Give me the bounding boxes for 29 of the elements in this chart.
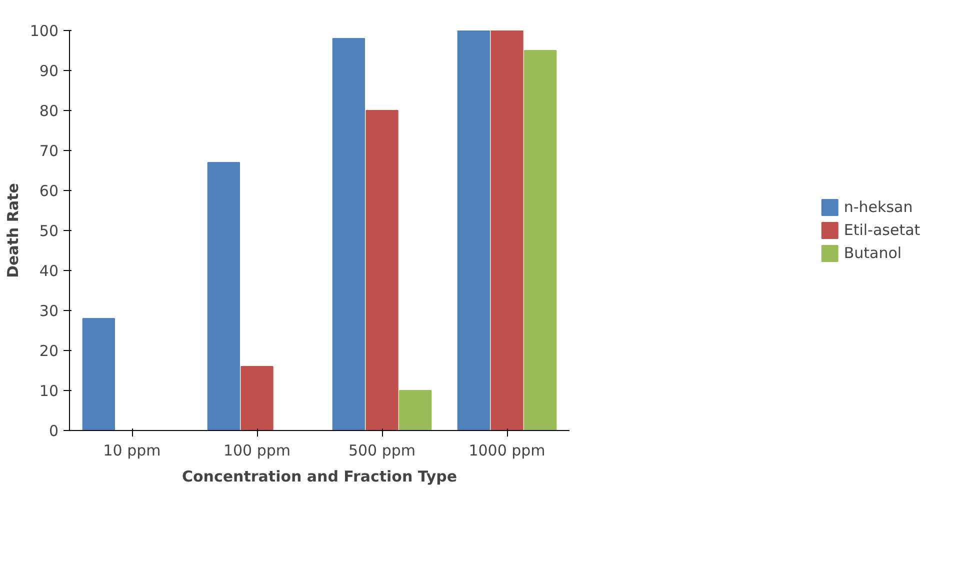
- y-tick-label: 50: [39, 222, 59, 240]
- legend-label: Butanol: [844, 244, 902, 262]
- legend-label: Etil-asetat: [844, 221, 920, 239]
- y-tick-label: 90: [39, 62, 59, 80]
- y-tick-label: 100: [30, 22, 59, 40]
- bar: [457, 30, 490, 430]
- y-tick-label: 20: [39, 342, 59, 360]
- bar: [524, 50, 557, 430]
- bar: [399, 390, 432, 430]
- y-tick-label: 80: [39, 102, 59, 120]
- y-tick-label: 0: [48, 422, 59, 440]
- x-tick-label: 1000 ppm: [468, 442, 546, 460]
- bar: [490, 30, 524, 430]
- y-tick-label: 70: [39, 142, 59, 160]
- bar: [82, 318, 115, 430]
- bar: [366, 110, 398, 430]
- bar: [240, 366, 274, 430]
- y-axis-title: Death Rate: [4, 183, 22, 278]
- y-tick-label: 40: [39, 262, 59, 280]
- x-axis-title: Concentration and Fraction Type: [182, 468, 458, 486]
- x-tick-label: 10 ppm: [103, 442, 161, 460]
- y-tick-label: 30: [39, 302, 59, 320]
- y-tick-label: 10: [39, 382, 59, 400]
- x-tick-label: 100 ppm: [223, 442, 291, 460]
- bar: [332, 38, 365, 430]
- legend-label: n-heksan: [844, 198, 913, 216]
- y-tick-label: 60: [39, 182, 59, 200]
- bar: [207, 162, 240, 430]
- x-tick-label: 500 ppm: [348, 442, 416, 460]
